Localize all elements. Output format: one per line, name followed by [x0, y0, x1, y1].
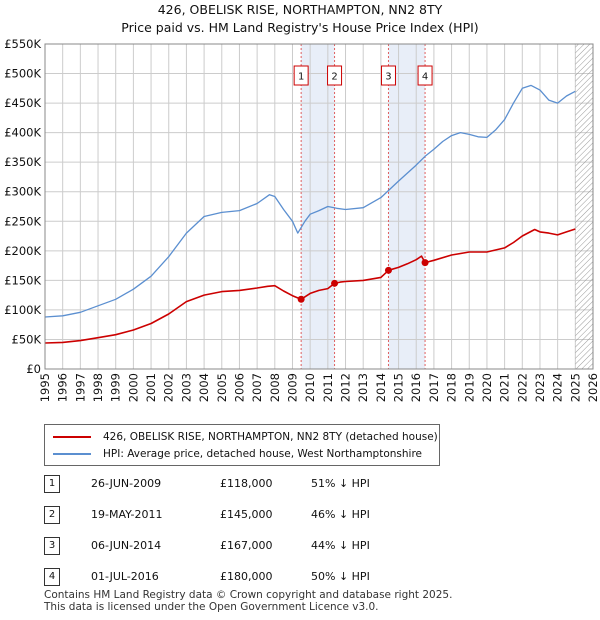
y-tick-label: £450K	[4, 96, 41, 110]
y-tick-label: £50K	[12, 332, 42, 346]
legend-swatch-hpi	[53, 453, 91, 455]
plot-frame	[44, 43, 594, 370]
sale-number-badge: 4	[44, 568, 60, 586]
legend-item-property: 426, OBELISK RISE, NORTHAMPTON, NN2 8TY …	[53, 430, 438, 444]
footer-attribution: Contains HM Land Registry data © Crown c…	[44, 589, 452, 613]
x-tick-label: 2026	[586, 373, 600, 402]
x-tick-label: 2010	[303, 373, 317, 402]
x-tick-label: 1997	[73, 373, 87, 402]
table-row: 3 06-JUN-2014 £167,000 44% ↓ HPI	[0, 535, 600, 557]
x-tick-label: 2006	[232, 373, 246, 402]
x-tick-label: 2017	[427, 373, 441, 402]
x-tick-label: 1996	[56, 373, 70, 402]
chart-legend: 426, OBELISK RISE, NORTHAMPTON, NN2 8TY …	[44, 424, 440, 466]
sale-price: £145,000	[220, 508, 273, 521]
legend-item-hpi: HPI: Average price, detached house, West…	[53, 447, 422, 461]
y-tick-label: £400K	[4, 126, 41, 140]
sale-price: £167,000	[220, 539, 273, 552]
chart-subtitle: Price paid vs. HM Land Registry's House …	[121, 20, 479, 35]
x-tick-label: 2004	[197, 373, 211, 402]
sale-label-number: 4	[422, 72, 428, 83]
sale-date: 26-JUN-2009	[91, 477, 162, 490]
sale-point	[297, 295, 305, 303]
sale-label-box	[327, 65, 343, 86]
sale-label-box	[380, 65, 396, 86]
sale-number-badge: 1	[44, 475, 60, 493]
x-tick-label: 2007	[250, 373, 264, 402]
x-tick-label: 2008	[268, 373, 282, 402]
x-tick-label: 2009	[285, 373, 299, 402]
hpi-line	[44, 84, 576, 318]
sale-label-box	[417, 65, 433, 86]
property-price-line	[44, 228, 576, 344]
x-tick-label: 2022	[515, 373, 529, 402]
sale-label-number: 1	[298, 72, 304, 83]
legend-swatch-property	[53, 436, 91, 438]
x-tick-label: 2002	[162, 373, 176, 402]
sale-label-number: 3	[385, 72, 391, 83]
x-tick-label: 2012	[339, 373, 353, 402]
y-tick-label: £550K	[4, 37, 41, 51]
hatch-region	[575, 44, 593, 369]
table-row: 1 26-JUN-2009 £118,000 51% ↓ HPI	[0, 473, 600, 495]
sale-date: 19-MAY-2011	[91, 508, 163, 521]
sale-number-badge: 3	[44, 537, 60, 555]
x-tick-label: 2025	[568, 373, 582, 402]
x-tick-label: 2013	[356, 373, 370, 402]
y-tick-label: £250K	[4, 214, 41, 228]
y-tick-label: £300K	[4, 185, 41, 199]
x-tick-label: 1999	[109, 373, 123, 402]
price-chart: 1 2 3 4 £0 £50K £100K £150K £200K £250K £300K £350…	[4, 37, 600, 402]
sale-number-badge: 2	[44, 506, 60, 524]
x-tick-label: 2015	[392, 373, 406, 402]
sale-date: 06-JUN-2014	[91, 539, 162, 552]
x-tick-label: 2001	[144, 373, 158, 402]
x-tick-label: 1995	[38, 373, 52, 402]
footer-line-1: Contains HM Land Registry data © Crown c…	[44, 589, 453, 601]
sale-label-number: 2	[331, 72, 337, 83]
x-tick-label: 2023	[533, 373, 547, 402]
sale-hpi-diff: 44% ↓ HPI	[311, 539, 370, 552]
x-tick-label: 2021	[498, 373, 512, 402]
x-tick-label: 1998	[91, 373, 105, 402]
legend-label-hpi: HPI: Average price, detached house, West…	[103, 448, 422, 460]
x-tick-label: 2024	[551, 373, 565, 402]
x-tick-label: 2019	[462, 373, 476, 402]
footer-line-2: This data is licensed under the Open Gov…	[44, 601, 379, 613]
sale-point	[331, 279, 339, 287]
table-row: 2 19-MAY-2011 £145,000 46% ↓ HPI	[0, 504, 600, 526]
x-tick-label: 2020	[480, 373, 494, 402]
y-tick-label: £100K	[4, 303, 41, 317]
table-row: 4 01-JUL-2016 £180,000 50% ↓ HPI	[0, 566, 600, 588]
sale-price: £180,000	[220, 570, 273, 583]
y-tick-label: £500K	[4, 67, 41, 81]
x-tick-label: 2016	[409, 373, 423, 402]
chart-title: 426, OBELISK RISE, NORTHAMPTON, NN2 8TY	[157, 2, 443, 17]
sale-date: 01-JUL-2016	[91, 570, 159, 583]
y-tick-label: £350K	[4, 155, 41, 169]
sale-point	[421, 259, 429, 267]
legend-label-property: 426, OBELISK RISE, NORTHAMPTON, NN2 8TY …	[103, 431, 438, 443]
sale-price: £118,000	[220, 477, 273, 490]
sale-hpi-diff: 51% ↓ HPI	[311, 477, 370, 490]
y-tick-label: £200K	[4, 244, 41, 258]
x-tick-label: 2011	[321, 373, 335, 402]
y-tick-label: £150K	[4, 273, 41, 287]
x-tick-label: 2003	[179, 373, 193, 402]
sale-hpi-diff: 46% ↓ HPI	[311, 508, 370, 521]
x-tick-label: 2018	[445, 373, 459, 402]
y-tick-label: £0	[26, 362, 41, 376]
x-tick-label: 2005	[215, 373, 229, 402]
x-tick-label: 2014	[374, 373, 388, 402]
sale-hpi-diff: 50% ↓ HPI	[311, 570, 370, 583]
x-tick-label: 2000	[126, 373, 140, 402]
sale-period-band	[388, 44, 426, 369]
sale-label-box	[293, 65, 309, 86]
sale-point	[384, 266, 392, 274]
